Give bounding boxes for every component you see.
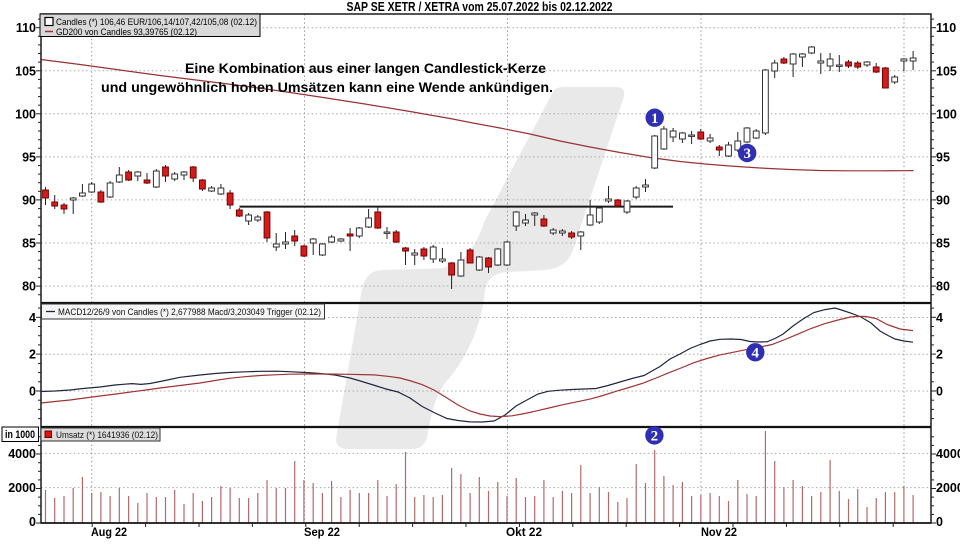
svg-text:0: 0: [29, 515, 36, 529]
svg-text:0: 0: [936, 385, 943, 399]
svg-text:1: 1: [651, 111, 659, 127]
svg-text:Umsatz (*) 1641936 (02.12): Umsatz (*) 1641936 (02.12): [56, 430, 158, 441]
svg-text:4: 4: [936, 311, 943, 325]
svg-text:4000: 4000: [8, 447, 36, 461]
svg-text:4: 4: [752, 346, 760, 362]
svg-text:Sep 22: Sep 22: [304, 525, 340, 539]
svg-text:110: 110: [16, 21, 36, 35]
svg-text:95: 95: [936, 150, 950, 164]
svg-text:95: 95: [22, 150, 36, 164]
svg-text:3: 3: [743, 146, 751, 162]
svg-text:80: 80: [936, 280, 950, 294]
svg-text:80: 80: [22, 280, 36, 294]
svg-text:90: 90: [936, 193, 950, 207]
svg-text:110: 110: [936, 21, 956, 35]
svg-text:0: 0: [936, 515, 943, 529]
svg-text:SAP SE XETR / XETRA vom 25.07.: SAP SE XETR / XETRA vom 25.07.2022 bis 0…: [347, 0, 613, 14]
svg-text:Eine Kombination aus einer lan: Eine Kombination aus einer langen Candle…: [185, 61, 547, 76]
svg-text:2: 2: [29, 348, 36, 362]
svg-text:85: 85: [22, 237, 36, 251]
svg-text:2: 2: [936, 348, 943, 362]
svg-text:2: 2: [651, 429, 659, 445]
svg-text:4000: 4000: [936, 447, 960, 461]
svg-text:4: 4: [29, 311, 36, 325]
svg-text:100: 100: [936, 107, 957, 121]
svg-text:Okt 22: Okt 22: [506, 525, 542, 539]
svg-text:MACD12/26/9 von Candles (*) 2,: MACD12/26/9 von Candles (*) 2,677988 Mac…: [58, 307, 321, 318]
svg-text:90: 90: [22, 193, 36, 207]
svg-text:2000: 2000: [8, 481, 36, 495]
svg-text:GD200 von Candles 93,39765 (02: GD200 von Candles 93,39765 (02.12): [56, 27, 197, 38]
svg-text:Candles (*) 106,46 EUR/106,14/: Candles (*) 106,46 EUR/106,14/107,42/105…: [56, 17, 257, 28]
svg-text:105: 105: [15, 64, 36, 78]
svg-text:85: 85: [936, 237, 950, 251]
svg-text:105: 105: [936, 64, 957, 78]
svg-text:und ungewöhnlich hohen Umsätze: und ungewöhnlich hohen Umsätzen kann ein…: [101, 80, 553, 95]
svg-text:0: 0: [29, 385, 36, 399]
svg-text:Nov 22: Nov 22: [701, 525, 737, 539]
svg-text:in 1000: in 1000: [5, 429, 35, 441]
svg-text:2000: 2000: [936, 481, 960, 495]
svg-text:100: 100: [15, 107, 36, 121]
svg-text:Aug 22: Aug 22: [91, 525, 127, 539]
